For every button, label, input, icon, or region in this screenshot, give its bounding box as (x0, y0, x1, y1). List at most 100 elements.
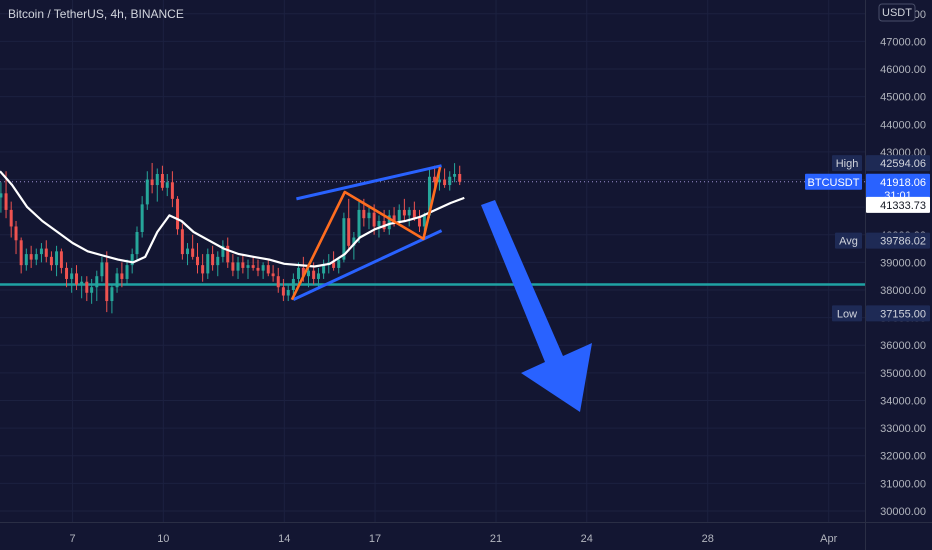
candle-body (201, 265, 205, 274)
candle-body (362, 209, 366, 219)
candlestick-series (0, 162, 462, 314)
ma-price-box (866, 196, 930, 213)
ma-price-label: 41333.73 (880, 200, 926, 212)
candle-body (392, 215, 396, 221)
candle-body (216, 256, 220, 266)
low-price-label-box (866, 305, 930, 322)
candle-body (377, 220, 381, 227)
currency-badge: USDT (882, 7, 912, 19)
candle-body (458, 174, 462, 182)
candle-body (191, 248, 195, 257)
candle-body (427, 176, 431, 216)
candle-body (100, 262, 104, 277)
candle-body (352, 237, 356, 246)
candle-body (165, 182, 169, 188)
candle-body (211, 254, 215, 266)
candle-body (110, 287, 114, 302)
candle-body (59, 251, 63, 268)
lower-trendline (292, 229, 443, 302)
candle-body (145, 179, 149, 205)
candle-body (0, 193, 3, 198)
y-tick-label: 36000.00 (880, 340, 926, 352)
high-tag: High (836, 158, 859, 170)
candle-body (433, 176, 437, 183)
candle-body (241, 262, 245, 268)
avg-tag-box (835, 232, 862, 249)
candle-body (286, 290, 290, 296)
low-price-label: 37155.00 (880, 308, 926, 320)
candle-body (65, 267, 69, 279)
candle-body (256, 267, 260, 271)
candle-body (34, 254, 38, 260)
symbol-tag: BTCUSDT (808, 177, 860, 189)
downward-arrow (481, 200, 592, 412)
chart-grid (0, 0, 865, 522)
candle-body (312, 270, 316, 279)
low-tag-box (832, 305, 862, 322)
candle-body (135, 232, 139, 255)
candle-body (115, 273, 119, 288)
candle-body (206, 254, 210, 274)
candle-body (125, 265, 129, 279)
symbol-tag-box (805, 173, 862, 190)
candle-body (70, 273, 74, 279)
y-tick-label: 46000.00 (880, 64, 926, 76)
candle-body (372, 212, 376, 227)
y-tick-label: 35000.00 (880, 368, 926, 380)
candle-body (55, 251, 59, 266)
candle-body (90, 287, 94, 293)
candle-body (448, 176, 452, 186)
candle-body (130, 254, 134, 266)
high-price-label-box (866, 155, 930, 172)
x-tick-label: 28 (702, 533, 714, 545)
candle-body (140, 204, 144, 232)
candle-body (271, 273, 275, 277)
y-tick-label: 33000.00 (880, 423, 926, 435)
candle-body (297, 267, 301, 279)
candle-body (246, 265, 250, 268)
candle-body (4, 193, 8, 210)
candle-body (95, 276, 99, 288)
y-tick-label: 31000.00 (880, 478, 926, 490)
candle-body (29, 254, 33, 260)
candle-body (417, 218, 421, 227)
drawings-group (290, 164, 592, 412)
candle-body (266, 265, 270, 274)
candle-body (170, 182, 174, 199)
candle-body (14, 226, 18, 241)
candle-body (301, 267, 305, 277)
candle-body (337, 259, 341, 268)
candle-body (75, 273, 79, 285)
candle-body (186, 248, 190, 255)
high-price-label: 42594.06 (880, 158, 926, 170)
candle-body (44, 248, 48, 257)
low-tag: Low (837, 308, 857, 320)
y-tick-label: 44000.00 (880, 119, 926, 131)
x-tick-label: Apr (820, 533, 837, 545)
candle-body (155, 174, 159, 186)
last-price-label: 41918.06 (880, 177, 926, 189)
candle-body (261, 265, 265, 271)
x-tick-label: 21 (490, 533, 502, 545)
candle-body (160, 174, 164, 188)
candle-body (120, 273, 124, 279)
candle-body (367, 212, 371, 219)
moving-average-group (0, 170, 465, 268)
candle-body (443, 179, 447, 186)
candle-body (342, 218, 346, 260)
chart-title: Bitcoin / TetherUS, 4h, BINANCE (8, 7, 184, 21)
x-tick-label: 14 (278, 533, 290, 545)
x-tick-label: 24 (581, 533, 593, 545)
zigzag-pattern (290, 166, 442, 301)
candle-body (150, 179, 154, 186)
candle-body (387, 215, 391, 230)
candle-body (322, 265, 326, 274)
candle-body (437, 179, 441, 183)
candle-body (276, 276, 280, 288)
candle-body (9, 209, 13, 227)
candle-body (24, 254, 28, 266)
candle-body (180, 229, 184, 255)
avg-price-label-box (866, 232, 930, 249)
